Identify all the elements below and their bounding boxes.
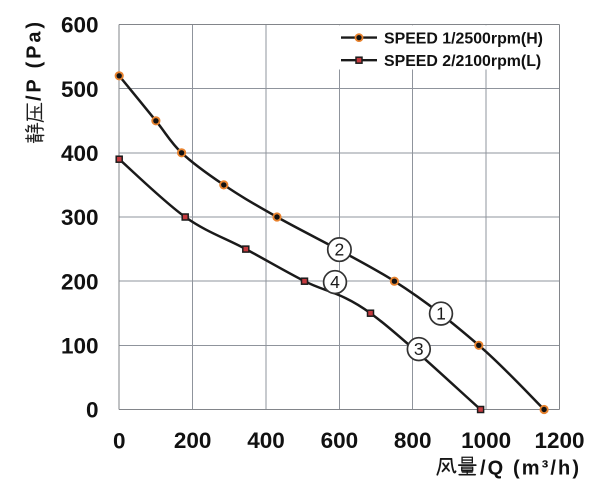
svg-text:1000: 1000 xyxy=(461,428,511,453)
svg-text:300: 300 xyxy=(61,205,99,230)
svg-text:400: 400 xyxy=(61,141,99,166)
svg-text:600: 600 xyxy=(61,13,99,38)
svg-text:2: 2 xyxy=(335,240,345,260)
svg-text:1: 1 xyxy=(436,304,446,324)
svg-text:SPEED 1/2500rpm(H): SPEED 1/2500rpm(H) xyxy=(384,30,543,47)
svg-text:SPEED 2/2100rpm(L): SPEED 2/2100rpm(L) xyxy=(384,53,541,70)
svg-text:0: 0 xyxy=(113,428,126,453)
svg-text:/P (Pa): /P (Pa) xyxy=(24,22,46,101)
svg-text:800: 800 xyxy=(394,428,432,453)
svg-text:0: 0 xyxy=(86,398,99,423)
svg-text:/Q (m³/h): /Q (m³/h) xyxy=(480,458,579,480)
svg-text:1200: 1200 xyxy=(534,428,584,453)
svg-text:100: 100 xyxy=(61,334,99,359)
svg-text:600: 600 xyxy=(321,428,359,453)
svg-text:500: 500 xyxy=(61,77,99,102)
svg-text:4: 4 xyxy=(330,272,340,292)
svg-text:200: 200 xyxy=(61,269,99,294)
svg-text:200: 200 xyxy=(174,428,212,453)
svg-text:400: 400 xyxy=(247,428,285,453)
svg-text:3: 3 xyxy=(414,339,424,359)
